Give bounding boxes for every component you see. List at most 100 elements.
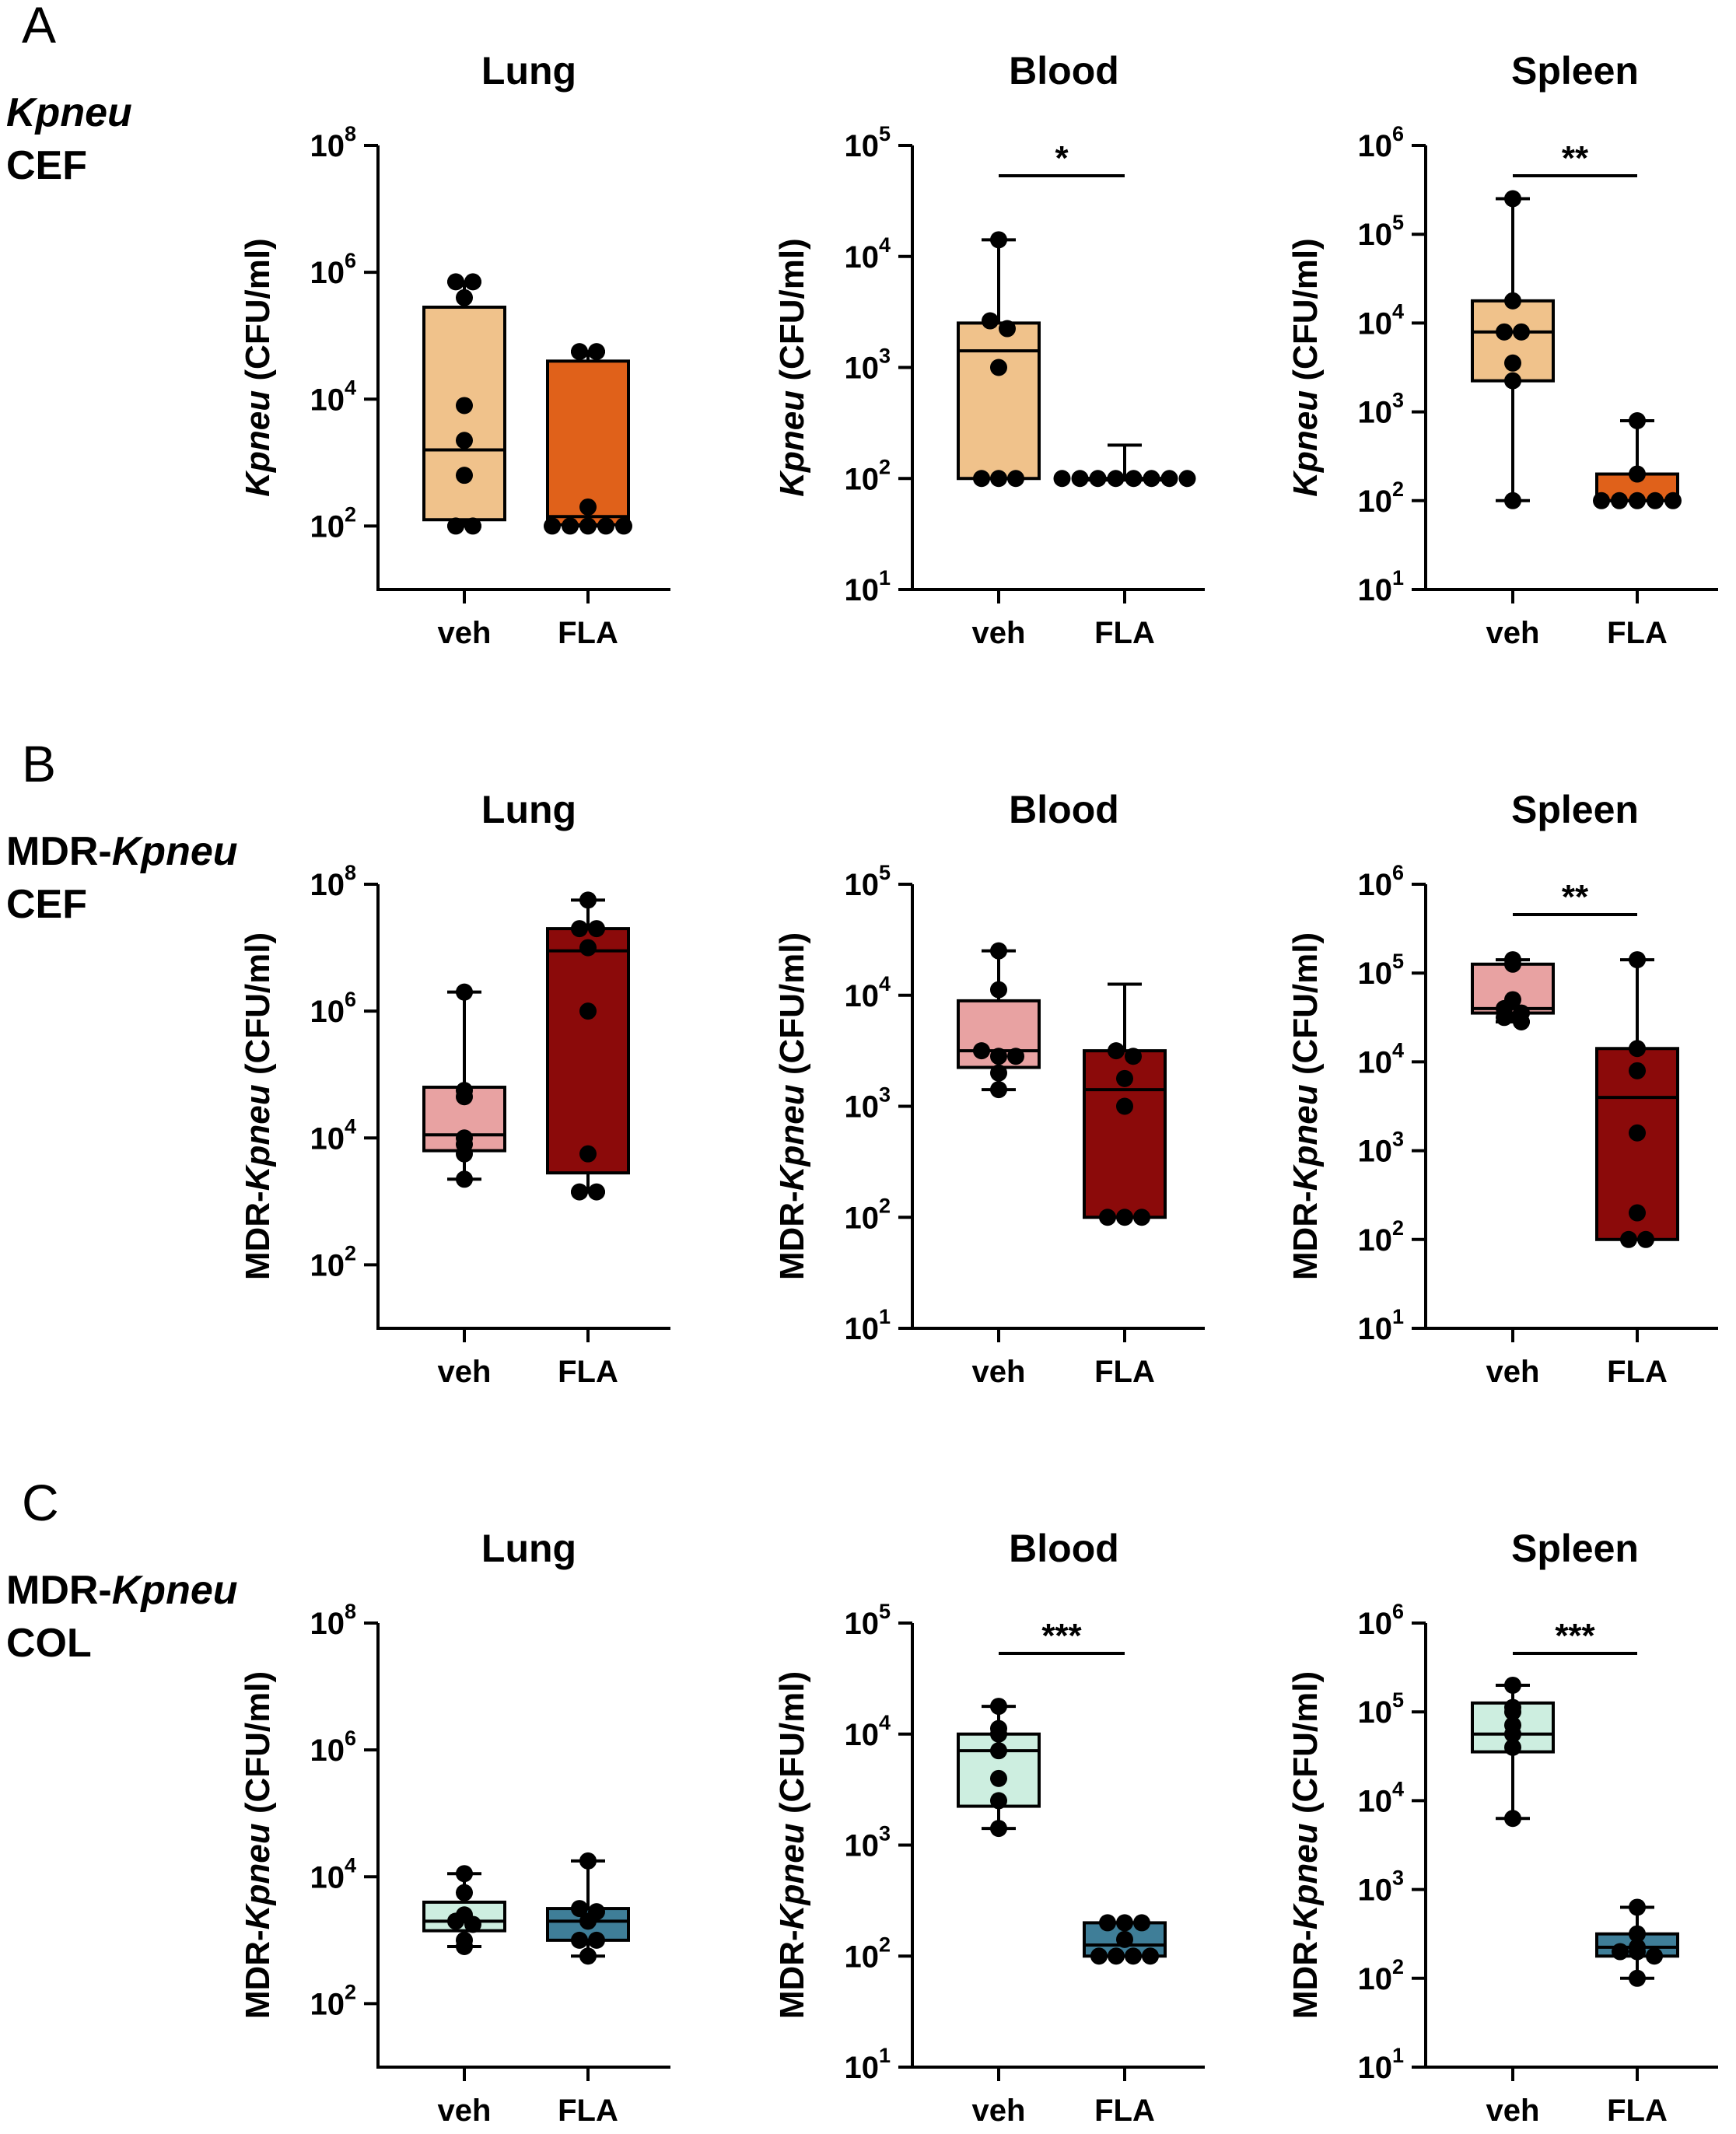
y-axis-label-italic: Kpneu bbox=[1286, 1823, 1325, 1929]
y-axis-label-italic: Kpneu bbox=[1286, 390, 1325, 497]
y-tick-exponent: 1 bbox=[1392, 2044, 1404, 2067]
y-tick-base: 10 bbox=[1357, 957, 1392, 991]
box-veh bbox=[957, 231, 1041, 488]
y-tick-base: 10 bbox=[1357, 1607, 1392, 1641]
data-point bbox=[1504, 372, 1521, 390]
data-point bbox=[990, 1725, 1007, 1743]
y-tick-base: 10 bbox=[310, 1987, 345, 2021]
data-point bbox=[1504, 1703, 1521, 1721]
data-point bbox=[973, 470, 990, 488]
y-tick-exponent: 3 bbox=[879, 345, 891, 368]
y-tick-base: 10 bbox=[1357, 218, 1392, 252]
y-axis-label: MDR-Kpneu (CFU/ml) bbox=[239, 1671, 277, 2019]
y-tick-label: 101 bbox=[844, 566, 891, 607]
y-tick-base: 10 bbox=[844, 1940, 879, 1974]
y-tick-label: 102 bbox=[1357, 478, 1404, 519]
y-axis-label-italic: Kpneu bbox=[239, 1823, 277, 1929]
y-tick-base: 10 bbox=[310, 1121, 345, 1156]
data-point bbox=[1007, 470, 1024, 488]
y-tick-base: 10 bbox=[310, 868, 345, 902]
data-point bbox=[1125, 1947, 1142, 1965]
y-axis-label: MDR-Kpneu (CFU/ml) bbox=[773, 1671, 811, 2019]
y-tick-label: 105 bbox=[844, 861, 891, 902]
data-point bbox=[464, 273, 481, 291]
box-veh bbox=[1471, 1676, 1555, 1828]
y-axis-label-prefix: MDR- bbox=[1286, 1191, 1325, 1280]
y-axis-label-suffix: (CFU/ml) bbox=[1286, 238, 1325, 390]
x-tick-label: FLA bbox=[1607, 1355, 1668, 1389]
x-tick-label: FLA bbox=[558, 1355, 618, 1389]
data-point bbox=[1133, 1209, 1150, 1226]
y-tick-base: 10 bbox=[1357, 2051, 1392, 2085]
panel-title-prefix: MDR- bbox=[6, 829, 112, 874]
y-tick-label: 101 bbox=[1357, 1305, 1404, 1346]
data-point bbox=[990, 1698, 1007, 1716]
y-tick-label: 103 bbox=[1357, 389, 1404, 430]
y-tick-label: 105 bbox=[1357, 211, 1404, 252]
y-tick-base: 10 bbox=[1357, 129, 1392, 163]
y-tick-label: 108 bbox=[310, 861, 356, 902]
data-point bbox=[588, 1183, 605, 1201]
data-point bbox=[456, 1088, 473, 1106]
box-FLA bbox=[546, 1852, 630, 1965]
data-point bbox=[1504, 1725, 1521, 1743]
y-axis-label-prefix: MDR- bbox=[1286, 1929, 1325, 2019]
y-tick-label: 106 bbox=[310, 1726, 356, 1768]
data-point bbox=[1629, 412, 1646, 430]
x-tick-label: FLA bbox=[1094, 2094, 1155, 2128]
data-point bbox=[1664, 492, 1682, 509]
y-tick-exponent: 6 bbox=[345, 988, 356, 1011]
y-tick-label: 104 bbox=[1357, 299, 1404, 341]
y-axis-label-italic: Kpneu bbox=[239, 1084, 277, 1191]
significance-marker: ** bbox=[1562, 878, 1589, 916]
data-point bbox=[1107, 470, 1125, 488]
y-tick-exponent: 1 bbox=[1392, 1305, 1404, 1328]
y-tick-base: 10 bbox=[844, 1201, 879, 1235]
panel-title-italic: Kpneu bbox=[6, 90, 132, 135]
x-tick-label: veh bbox=[438, 2094, 492, 2128]
box-veh bbox=[957, 942, 1041, 1099]
data-point bbox=[1090, 1947, 1108, 1965]
data-point bbox=[1629, 1898, 1646, 1916]
data-point bbox=[579, 891, 597, 909]
panel-letter: B bbox=[22, 735, 56, 792]
data-point bbox=[579, 1002, 597, 1020]
x-tick-label: veh bbox=[438, 616, 492, 650]
y-tick-label: 102 bbox=[310, 502, 356, 544]
data-point bbox=[1513, 1013, 1530, 1031]
x-tick-label: FLA bbox=[1607, 616, 1668, 650]
data-point bbox=[1496, 323, 1513, 341]
data-point bbox=[1053, 470, 1071, 488]
data-point bbox=[1646, 1947, 1663, 1965]
y-tick-label: 103 bbox=[844, 345, 891, 386]
y-tick-base: 10 bbox=[310, 1248, 345, 1282]
y-tick-exponent: 4 bbox=[1392, 299, 1404, 323]
data-point bbox=[579, 1912, 597, 1930]
box-FLA bbox=[1593, 412, 1682, 509]
x-tick-label: veh bbox=[972, 1355, 1026, 1389]
chart-title: Lung bbox=[481, 788, 576, 831]
y-tick-label: 101 bbox=[844, 1305, 891, 1346]
box-veh bbox=[1471, 190, 1555, 509]
data-point bbox=[990, 942, 1007, 960]
y-axis-label-italic: Kpneu bbox=[773, 1084, 811, 1191]
data-point bbox=[1160, 470, 1178, 488]
data-point bbox=[1629, 492, 1646, 509]
y-tick-base: 10 bbox=[1357, 1312, 1392, 1346]
box-FLA bbox=[1053, 443, 1196, 488]
y-tick-base: 10 bbox=[844, 129, 879, 163]
box-FLA bbox=[544, 343, 632, 535]
x-tick-label: veh bbox=[1486, 1355, 1540, 1389]
data-point bbox=[990, 1064, 1007, 1082]
y-tick-exponent: 4 bbox=[345, 376, 356, 399]
y-tick-exponent: 4 bbox=[345, 1853, 356, 1877]
y-tick-label: 104 bbox=[844, 972, 891, 1013]
y-tick-exponent: 2 bbox=[345, 502, 356, 526]
y-tick-exponent: 8 bbox=[345, 861, 356, 884]
y-axis-label-suffix: (CFU/ml) bbox=[773, 238, 811, 390]
box-FLA bbox=[1595, 951, 1679, 1248]
panel-subtitle: COL bbox=[6, 1621, 92, 1666]
data-point bbox=[1504, 492, 1521, 509]
y-tick-base: 10 bbox=[1357, 1223, 1392, 1258]
